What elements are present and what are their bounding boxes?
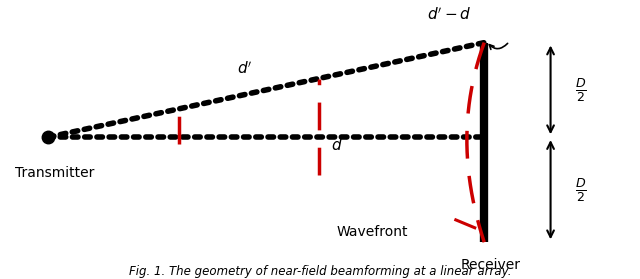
Text: $d$: $d$ [332,137,343,153]
Text: $\frac{D}{2}$: $\frac{D}{2}$ [575,176,586,204]
Text: $d' - d$: $d' - d$ [427,6,472,23]
Text: Fig. 1. The geometry of near-field beamforming at a linear array.: Fig. 1. The geometry of near-field beamf… [129,264,511,278]
Text: Wavefront: Wavefront [337,225,408,239]
Text: Transmitter: Transmitter [15,166,94,180]
Text: $d'$: $d'$ [237,61,253,77]
Text: Receiver: Receiver [461,258,520,272]
Text: $\frac{D}{2}$: $\frac{D}{2}$ [575,76,586,104]
